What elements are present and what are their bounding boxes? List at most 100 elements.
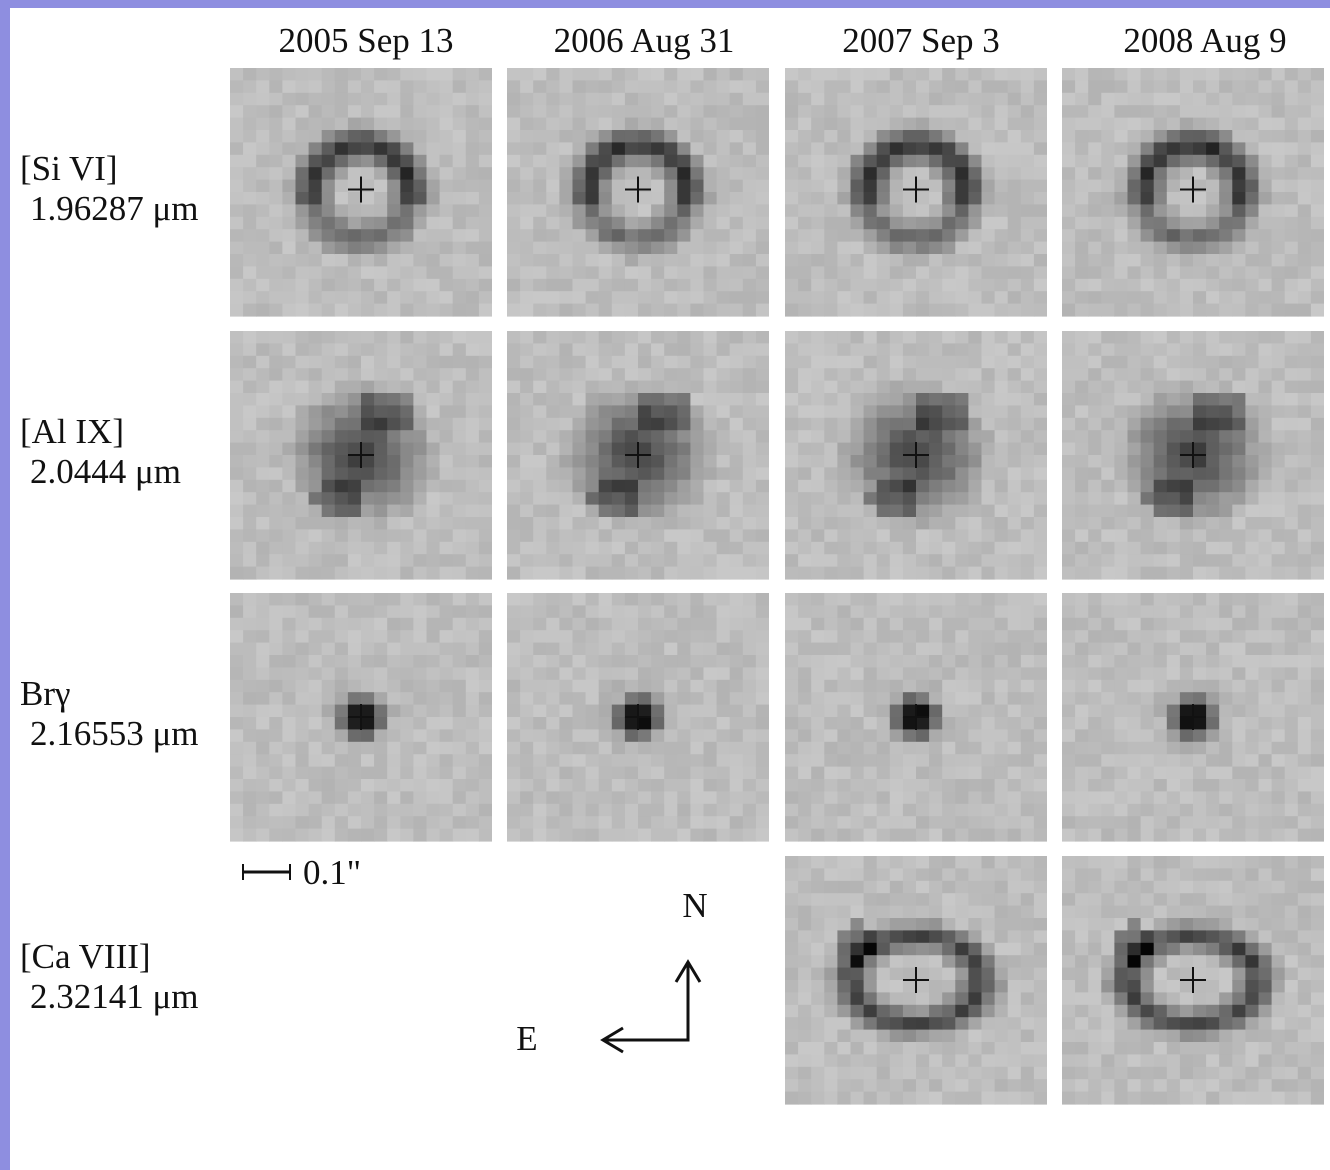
pixel [1272,304,1286,317]
pixel [440,167,454,180]
pixel [427,829,441,842]
pixel [1206,80,1220,93]
pixel [730,418,744,431]
pixel [837,705,851,718]
pixel [785,242,799,255]
pixel [677,254,691,267]
pixel [625,266,639,279]
pixel [256,130,270,143]
pixel [851,356,865,369]
pixel [1180,767,1194,780]
pixel [507,680,521,693]
pixel [1034,618,1047,631]
pixel [453,130,467,143]
pixel [929,80,943,93]
pixel [1311,167,1324,180]
pixel [1298,167,1312,180]
pixel [1285,729,1299,742]
pixel [1311,381,1324,394]
pixel [440,418,454,431]
pixel [599,204,613,217]
pixel [361,130,375,143]
pixel [1128,804,1142,817]
pixel [1272,254,1286,267]
pixel [982,217,996,230]
pixel [982,368,996,381]
pixel [348,729,362,742]
pixel [717,180,731,193]
pixel [1232,80,1246,93]
pixel [546,356,560,369]
pixel [296,492,310,505]
pixel [335,167,349,180]
pixel [690,118,704,131]
pixel [1245,554,1259,567]
pixel [929,279,943,292]
pixel [1219,167,1233,180]
pixel [955,142,969,155]
pixel [243,467,257,480]
pixel [717,455,731,468]
pixel [559,791,573,804]
pixel [1311,356,1324,369]
pixel [877,767,891,780]
pixel [387,118,401,131]
pixel [982,229,996,242]
pixel [638,630,652,643]
pixel [664,804,678,817]
pixel [837,893,851,906]
pixel [929,505,943,518]
pixel [1088,80,1102,93]
pixel [811,291,825,304]
pixel [651,779,665,792]
pixel [1298,630,1312,643]
pixel [1141,430,1155,443]
pixel [269,68,283,81]
pixel [1245,618,1259,631]
pixel [573,692,587,705]
pixel [1062,492,1076,505]
pixel [322,791,336,804]
pixel [824,254,838,267]
pixel [955,480,969,493]
pixel [743,729,757,742]
pixel [690,331,704,344]
pixel [704,254,718,267]
pixel [1272,705,1286,718]
pixel [1101,529,1115,542]
pixel [1245,105,1259,118]
pixel [1141,729,1155,742]
pixel [466,517,480,530]
pixel [811,68,825,81]
pixel [1272,567,1286,580]
pixel [533,242,547,255]
pixel [1141,155,1155,168]
pixel [1259,167,1273,180]
pixel [1075,517,1089,530]
pixel [559,430,573,443]
pixel [322,167,336,180]
pixel [1232,217,1246,230]
pixel [785,542,799,555]
pixel [1272,393,1286,406]
pixel [811,754,825,767]
pixel [1180,418,1194,431]
pixel [877,480,891,493]
pixel [929,418,943,431]
pixel [717,729,731,742]
pixel [361,418,375,431]
pixel [677,192,691,205]
pixel [427,405,441,418]
pixel [479,217,492,230]
pixel [798,767,812,780]
pixel [1219,492,1233,505]
pixel [1167,393,1181,406]
pixel [1034,204,1047,217]
pixel [269,680,283,693]
pixel [586,331,600,344]
pixel [690,130,704,143]
pixel [269,331,283,344]
pixel [1206,742,1220,755]
pixel [717,430,731,443]
pixel [612,304,626,317]
